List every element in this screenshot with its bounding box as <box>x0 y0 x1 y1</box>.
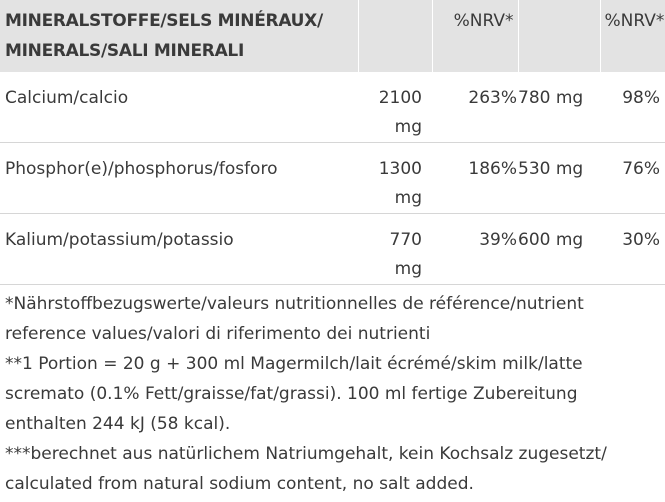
header-amount-portion <box>518 0 601 72</box>
header-amount-100g <box>358 0 433 72</box>
header-nrv-portion: %NRV* <box>604 11 665 31</box>
row-label: Phosphor(e)/phosphorus/fosforo <box>5 159 278 179</box>
table-row: Phosphor(e)/phosphorus/fosforo 1300 mg 1… <box>0 143 665 214</box>
row-nrv-100g: 186% <box>468 159 517 179</box>
table-row: Kalium/potassium/potassio 770 mg 39% 600… <box>0 214 665 285</box>
row-label: Kalium/potassium/potassio <box>5 230 234 250</box>
row-amount-100g: 2100 mg <box>378 88 422 137</box>
row-nrv-portion: 30% <box>622 230 660 250</box>
row-nrv-100g: 39% <box>479 230 517 250</box>
footnote-nrv: *Nährstoffbezugswerte/valeurs nutritionn… <box>5 294 584 344</box>
row-amount-portion: 780 mg <box>518 88 584 108</box>
row-nrv-portion: 76% <box>622 159 660 179</box>
footnote-sodium: ***berechnet aus natürlichem Natriumgeha… <box>5 444 607 494</box>
footnotes: *Nährstoffbezugswerte/valeurs nutritionn… <box>0 285 665 499</box>
row-amount-portion: 600 mg <box>518 230 584 250</box>
row-amount-100g: 770 mg <box>389 230 422 279</box>
row-nrv-portion: 98% <box>622 88 660 108</box>
minerals-table-container: MINERALSTOFFE/SELS MINÉRAUX/ MINERALS/SA… <box>0 0 665 285</box>
minerals-table: MINERALSTOFFE/SELS MINÉRAUX/ MINERALS/SA… <box>0 0 665 285</box>
row-amount-100g: 1300 mg <box>378 159 422 208</box>
table-row: Calcium/calcio 2100 mg 263% 780 mg 98% <box>0 72 665 143</box>
row-nrv-100g: 263% <box>468 88 517 108</box>
footnote-portion: **1 Portion = 20 g + 300 ml Magermilch/l… <box>5 354 583 434</box>
header-minerals: MINERALSTOFFE/SELS MINÉRAUX/ MINERALS/SA… <box>0 0 359 72</box>
row-amount-portion: 530 mg <box>518 159 584 179</box>
table-header-row: MINERALSTOFFE/SELS MINÉRAUX/ MINERALS/SA… <box>0 0 665 72</box>
row-label: Calcium/calcio <box>5 88 129 108</box>
header-nrv-100g: %NRV* <box>432 0 519 72</box>
